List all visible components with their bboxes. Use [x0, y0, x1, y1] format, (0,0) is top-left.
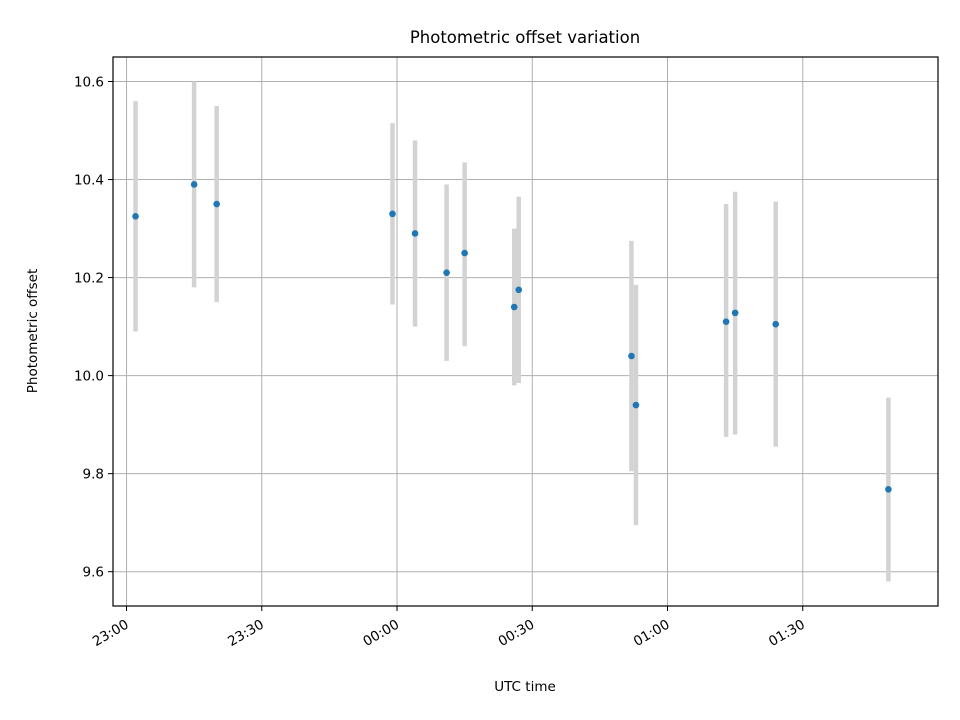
data-points: [132, 181, 892, 493]
data-point: [510, 303, 518, 311]
data-point: [213, 200, 220, 208]
x-axis-ticks: 23:00 23:30 00:00 00:30 01:00 01:30: [90, 606, 808, 650]
data-point: [628, 352, 635, 360]
plot-frame: [112, 56, 939, 607]
y-tick-label: 10.2: [74, 271, 104, 287]
grid-lines: [113, 57, 938, 606]
data-point: [885, 486, 892, 493]
data-point: [389, 210, 396, 218]
error-bars: [133, 81, 891, 582]
data-point: [132, 213, 139, 220]
x-tick-label: 23:00: [90, 617, 132, 650]
y-tick-label: 10.0: [74, 369, 104, 385]
y-tick-label: 9.6: [83, 565, 104, 581]
x-tick-label: 01:30: [766, 617, 808, 650]
data-point: [722, 318, 730, 325]
data-point: [411, 230, 419, 237]
data-point: [443, 269, 450, 276]
data-point: [190, 181, 198, 188]
x-tick-label: 01:00: [631, 617, 673, 650]
y-tick-label: 10.6: [74, 75, 104, 91]
x-tick-label: 23:30: [225, 617, 267, 650]
x-axis-label: UTC time: [494, 679, 556, 695]
y-tick-label: 9.8: [83, 467, 104, 483]
x-tick-label: 00:00: [360, 617, 402, 650]
data-point: [515, 286, 523, 294]
chart-title: Photometric offset variation: [410, 28, 640, 47]
data-point: [731, 309, 739, 317]
x-tick-label: 00:30: [496, 617, 538, 650]
y-tick-label: 10.4: [74, 173, 104, 189]
data-point: [461, 249, 468, 257]
data-point: [632, 401, 640, 409]
y-axis-ticks: 9.6 9.8 10.0 10.2 10.4 10.6: [74, 75, 113, 581]
y-axis-label: Photometric offset: [25, 269, 41, 393]
data-point: [772, 320, 780, 328]
